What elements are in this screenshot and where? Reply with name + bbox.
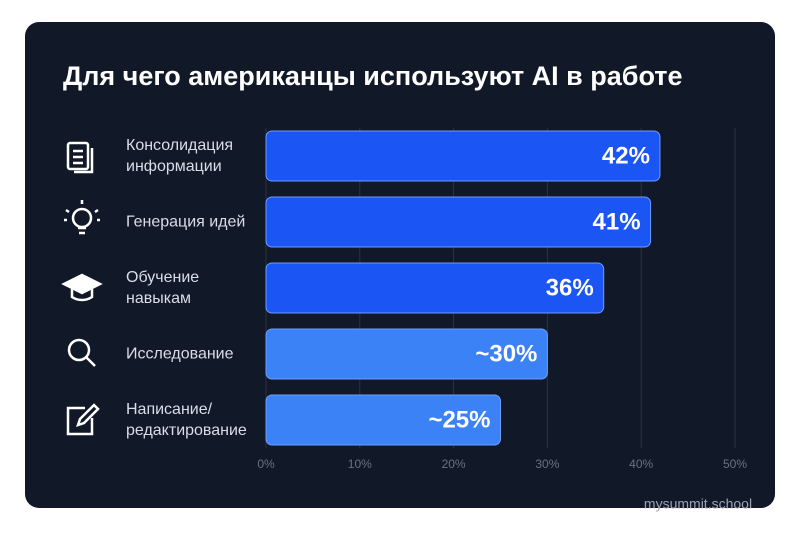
x-tick-label: 30% xyxy=(535,457,559,471)
x-tick-label: 50% xyxy=(723,457,747,471)
category-label: Написание/ редактирование xyxy=(126,401,247,439)
value-label: 36% xyxy=(546,274,594,301)
bar xyxy=(265,196,652,248)
value-label: 42% xyxy=(602,142,650,169)
bar xyxy=(265,130,661,182)
category-label: Исследование xyxy=(126,345,234,363)
icon-cap xyxy=(61,273,103,302)
watermark: mysummit.school xyxy=(644,496,752,512)
category-label: Консолидация информации xyxy=(126,137,234,175)
value-label: ~30% xyxy=(475,340,537,367)
bar xyxy=(265,394,501,446)
bar xyxy=(265,328,548,380)
value-label: 41% xyxy=(593,208,641,235)
category-label: Обучение навыкам xyxy=(126,269,200,307)
icon-bulb xyxy=(64,200,100,235)
x-tick-label: 20% xyxy=(442,457,466,471)
value-label: ~25% xyxy=(428,406,490,433)
x-tick-label: 0% xyxy=(257,457,275,471)
x-tick-label: 40% xyxy=(629,457,653,471)
icon-search xyxy=(67,338,96,367)
x-tick-label: 10% xyxy=(348,457,372,471)
icon-edit xyxy=(66,403,100,436)
chart-title: Для чего американцы используют AI в рабо… xyxy=(63,61,683,91)
bar xyxy=(265,262,605,314)
category-label: Генерация идей xyxy=(126,213,246,231)
icon-docs xyxy=(66,141,94,174)
icons xyxy=(61,141,103,436)
